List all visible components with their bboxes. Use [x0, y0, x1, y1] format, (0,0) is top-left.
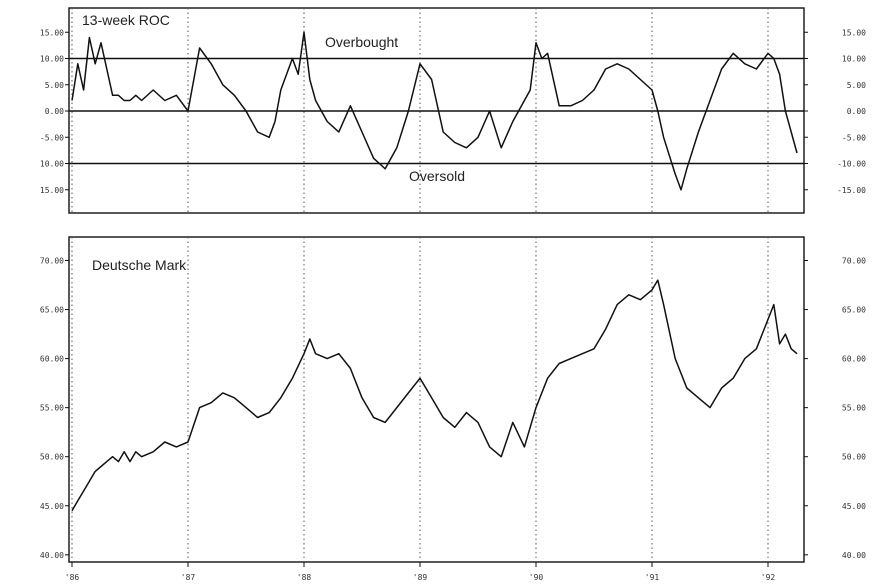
y-tick-label-right: 65.00 — [842, 306, 866, 315]
y-tick-label-right: 5.00 — [847, 81, 866, 90]
y-tick-label-left: 55.00 — [40, 404, 64, 413]
y-tick-label-right: 10.00 — [842, 55, 866, 64]
reference-label-oversold: Oversold — [409, 168, 465, 184]
y-tick-label-right: 70.00 — [842, 257, 866, 266]
y-tick-label-left: 70.00 — [40, 257, 64, 266]
y-tick-label-left: 10.00 — [40, 160, 64, 169]
x-tick-label: '89 — [413, 573, 428, 582]
x-tick-label: '87 — [181, 573, 196, 582]
y-tick-label-right: 45.00 — [842, 502, 866, 511]
chart-panel-2: 70.00 70.00 65.00 65.00 60.00 60.00 55.00 55.00… — [40, 236, 866, 582]
y-tick-label-right: -5.00 — [842, 133, 866, 142]
y-tick-label-right: 55.00 — [842, 404, 866, 413]
y-tick-label-left: 10.00 — [40, 55, 64, 64]
y-tick-label-left: -5.00 — [40, 133, 64, 142]
chart-title-deutsche-mark: Deutsche Mark — [92, 257, 187, 273]
y-tick-label-left: 65.00 — [40, 306, 64, 315]
y-tick-label-left: 40.00 — [40, 551, 64, 560]
plot-frame — [68, 236, 805, 563]
x-tick-label: '91 — [645, 573, 660, 582]
y-tick-label-left: 0.00 — [45, 107, 64, 116]
y-tick-label-right: 60.00 — [842, 355, 866, 364]
y-tick-label-right: -15.00 — [837, 186, 866, 195]
y-tick-label-left: 50.00 — [40, 453, 64, 462]
x-tick-label: '90 — [529, 573, 544, 582]
y-tick-label-right: 40.00 — [842, 551, 866, 560]
y-tick-label-right: 0.00 — [847, 107, 866, 116]
y-tick-label-right: 15.00 — [842, 28, 866, 37]
series-line-roc — [71, 31, 798, 191]
y-tick-label-left: 60.00 — [40, 355, 64, 364]
y-tick-label-left: 15.00 — [40, 186, 64, 195]
chart-panel-1: Overbought Oversold 15.00 15.00 10.00 10.00 5.… — [40, 7, 866, 214]
y-tick-label-left: 45.00 — [40, 502, 64, 511]
x-tick-label: '86 — [65, 573, 80, 582]
x-tick-label: '88 — [297, 573, 312, 582]
series-line-deutsche-mark — [71, 279, 798, 512]
chart-title-roc: 13-week ROC — [82, 12, 170, 28]
y-tick-label-right: -10.00 — [837, 160, 866, 169]
reference-label-overbought: Overbought — [325, 34, 398, 50]
x-tick-label: '92 — [761, 573, 776, 582]
y-tick-label-left: 15.00 — [40, 28, 64, 37]
y-tick-label-right: 50.00 — [842, 453, 866, 462]
y-tick-label-left: 5.00 — [45, 81, 64, 90]
